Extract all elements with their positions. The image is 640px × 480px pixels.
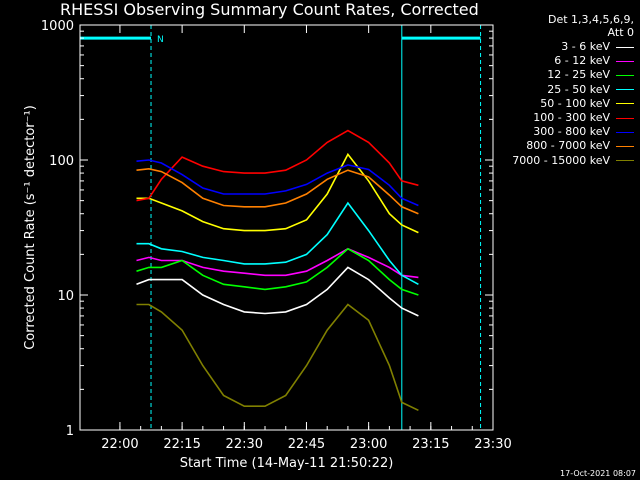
legend-entry: 50 - 100 keV [512, 97, 634, 111]
legend-label: 25 - 50 keV [547, 82, 610, 96]
x-tick-label: 22:45 [288, 437, 325, 452]
legend-label: 100 - 300 keV [533, 111, 610, 125]
series-line-7 [136, 159, 419, 207]
legend-label: 7000 - 15000 keV [512, 153, 610, 167]
series-line-1 [136, 266, 419, 317]
legend-label: 3 - 6 keV [561, 40, 610, 53]
chart-title: RHESSI Observing Summary Count Rates, Co… [60, 0, 479, 19]
legend-label: 800 - 7000 keV [526, 139, 610, 153]
x-tick-label: 22:00 [101, 437, 138, 452]
y-tick-label: 100 [49, 154, 74, 169]
y-tick-label: 10 [57, 289, 74, 304]
footer-timestamp: 17-Oct-2021 08:07 [560, 469, 636, 478]
x-tick-label: 23:15 [412, 437, 449, 452]
legend-entry: 25 - 50 keV [512, 83, 634, 97]
x-tick-label: 23:30 [474, 437, 511, 452]
detector-label: Det 1,3,4,5,6,9, [547, 13, 634, 26]
series-line-4 [136, 201, 419, 286]
x-tick-label: 23:00 [350, 437, 387, 452]
legend-label: 12 - 25 keV [547, 68, 610, 82]
flag-label: N [157, 35, 164, 45]
x-tick-label: 22:15 [163, 437, 200, 452]
legend-swatch [616, 160, 634, 162]
legend-entry: 6 - 12 keV [512, 54, 634, 68]
y-tick-label: 1 [66, 424, 74, 439]
legend-swatch [616, 46, 634, 48]
series-line-5 [136, 152, 419, 234]
legend-swatch [616, 117, 634, 119]
series-line-6 [136, 129, 419, 202]
legend-label: 300 - 800 keV [533, 125, 610, 139]
series-line-9 [136, 303, 419, 412]
y-axis-label: Corrected Count Rate (s⁻¹ detector⁻¹) [23, 105, 38, 350]
legend-entry: 300 - 800 keV [512, 125, 634, 139]
axes-frame [79, 24, 494, 431]
legend-swatch [616, 146, 634, 148]
legend-entry: 800 - 7000 keV [512, 139, 634, 153]
legend-swatch [616, 89, 634, 91]
legend-entry: 100 - 300 keV [512, 111, 634, 125]
legend-entry: 7000 - 15000 keV [512, 154, 634, 168]
y-tick-label: 1000 [41, 19, 74, 34]
legend-swatch [616, 60, 634, 62]
legend-swatch [616, 131, 634, 133]
series-line-3 [136, 247, 419, 296]
legend-header: Det 1,3,4,5,6,9, Att 0 [548, 13, 634, 39]
legend-swatch [616, 75, 634, 76]
series-line-2 [136, 247, 419, 279]
legend-label: 6 - 12 keV [554, 54, 610, 68]
legend-swatch [616, 103, 634, 105]
legend-entry: 3 - 6 keV [512, 40, 634, 54]
series-line-8 [136, 167, 419, 215]
x-tick-label: 22:30 [226, 437, 263, 452]
legend-entry: 12 - 25 keV [512, 68, 634, 82]
legend-label: 50 - 100 keV [540, 96, 610, 110]
legend: 3 - 6 keV 6 - 12 keV 12 - 25 keV 25 - 50 ke… [512, 40, 634, 168]
x-axis-label: Start Time (14-May-11 21:50:22) [180, 456, 394, 471]
attenuator-label: Att 0 [607, 26, 634, 39]
